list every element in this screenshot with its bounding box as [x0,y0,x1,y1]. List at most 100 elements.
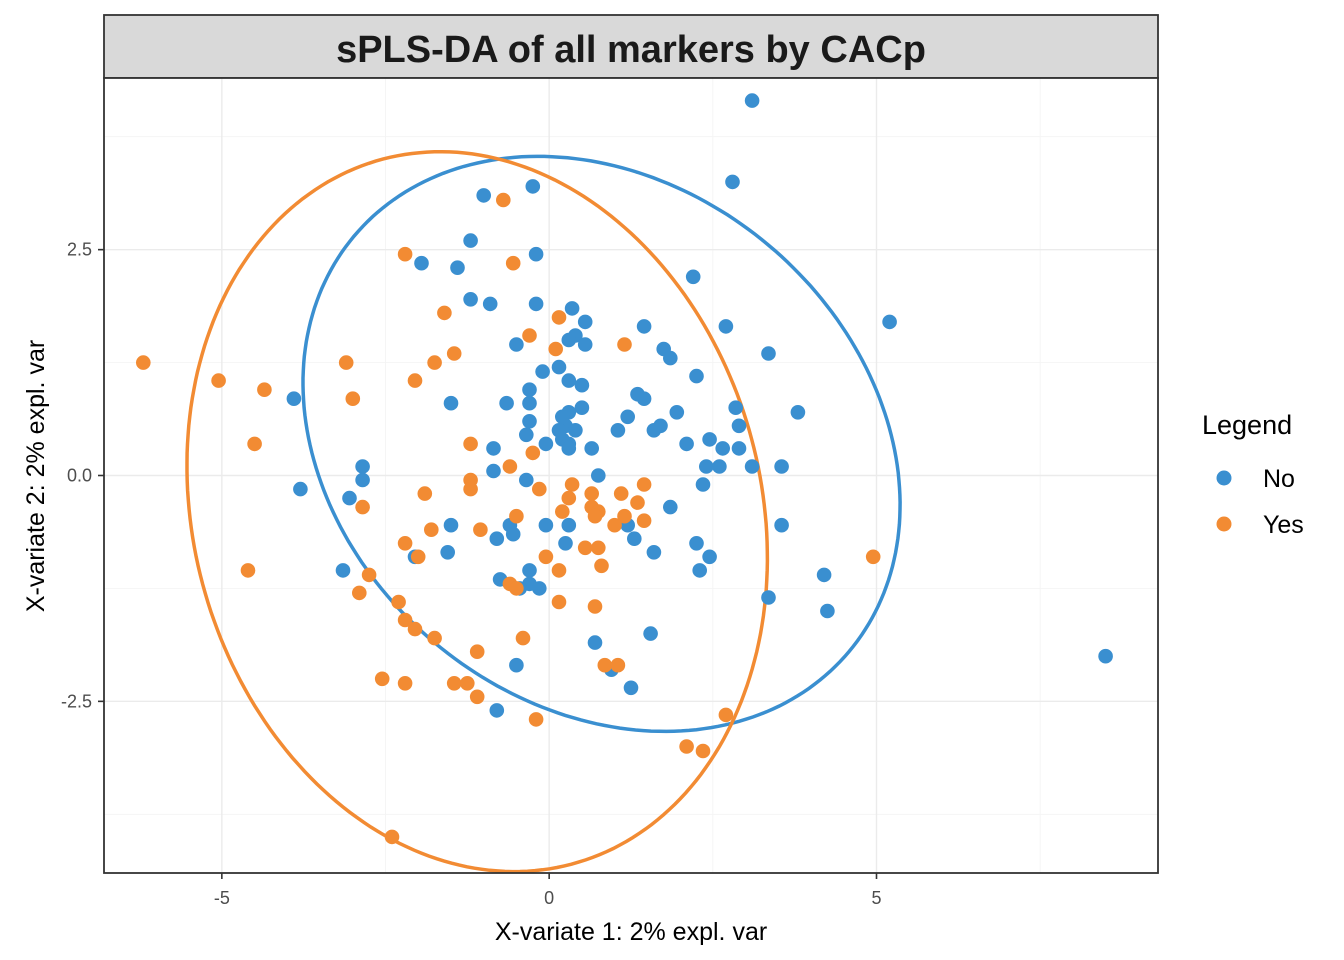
point-yes [695,743,711,759]
point-yes [551,594,567,610]
point-yes [446,676,462,691]
point-no [663,499,678,515]
point-no [636,391,652,407]
point-no [335,563,351,578]
point-no [522,414,537,429]
point-no [774,517,789,533]
point-yes [361,567,377,583]
point-no [489,703,505,718]
point-yes [617,508,632,524]
point-yes [469,644,485,659]
point-no [744,459,760,474]
point-yes [584,486,599,501]
point-no [695,477,711,492]
point-yes [338,355,354,370]
point-no [476,188,492,203]
point-yes [551,563,567,578]
point-no [679,436,694,452]
point-yes [240,563,256,578]
point-no [522,395,537,411]
point-no [561,441,577,456]
x-tick-label: 5 [871,888,881,908]
point-no [699,459,714,474]
point-no [486,463,501,479]
point-yes [718,707,734,723]
point-yes [427,355,442,370]
point-yes [587,508,603,524]
point-yes [345,391,361,407]
x-axis-title: X-variate 1: 2% expl. var [495,918,767,946]
point-no [528,246,544,262]
point-no [519,427,534,443]
point-yes [610,657,626,673]
point-yes [384,829,400,845]
point-yes [679,739,694,754]
point-no [486,441,501,456]
ellipse-no [301,154,902,734]
ellipse-yes [185,149,770,874]
point-yes [522,328,537,343]
point-yes [397,676,413,691]
point-no [355,459,370,474]
point-no [443,517,459,533]
point-no [820,603,835,619]
point-yes [525,445,541,461]
legend-label-yes: Yes [1263,511,1304,539]
legend-key-no [1216,470,1232,486]
point-no [643,626,658,641]
point-yes [437,305,452,321]
point-no [561,332,577,348]
point-yes [463,481,478,497]
point-no [669,405,685,420]
point-no [731,441,747,456]
point-no [286,391,302,407]
point-no [561,373,577,388]
point-yes [397,246,413,262]
point-no [725,174,740,190]
point-yes [505,255,521,271]
point-yes [591,540,606,556]
point-yes [463,436,478,452]
point-no [761,346,776,361]
point-yes [613,486,629,501]
point-yes [496,192,511,208]
point-no [525,179,541,194]
point-no [519,472,534,488]
point-no [528,296,544,312]
point-no [443,395,459,411]
point-yes [564,477,580,492]
point-no [577,314,593,330]
point-yes [555,504,570,519]
point-no [627,531,642,546]
point-no [538,517,554,533]
point-yes [397,536,413,551]
point-yes [397,612,413,628]
point-yes [865,549,881,565]
point-yes [538,549,554,565]
point-no [663,350,678,366]
point-yes [374,671,390,687]
point-no [355,472,370,488]
point-no [482,296,498,312]
point-yes [528,712,544,727]
point-no [790,405,806,420]
point-yes [446,346,462,361]
point-no [463,292,478,307]
point-no [574,377,590,393]
point-no [450,260,465,276]
point-yes [594,558,609,574]
point-yes [136,355,151,370]
point-yes [515,630,531,646]
point-yes [352,585,367,601]
point-no [505,526,521,542]
data-points [136,93,1113,845]
point-no [712,459,727,474]
point-no [689,368,704,384]
point-yes [469,689,485,705]
point-no [685,269,701,285]
point-no [689,536,704,551]
point-yes [532,481,547,497]
point-no [551,359,567,375]
point-no [499,395,514,411]
point-yes [460,676,475,691]
